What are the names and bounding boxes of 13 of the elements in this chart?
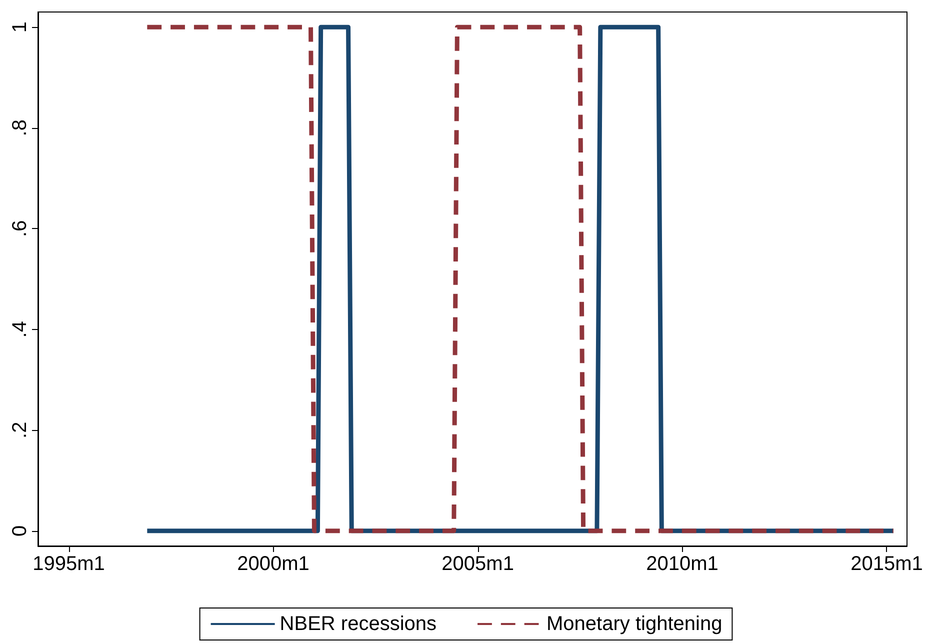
x-tick-label: 2010m1 [646, 553, 718, 575]
y-tick-label: .6 [9, 220, 31, 237]
x-tick-label: 2000m1 [237, 553, 310, 575]
legend-label: Monetary tightening [546, 613, 722, 635]
legend-label: NBER recessions [280, 613, 437, 635]
x-tick-label: 1995m1 [32, 553, 105, 575]
y-tick-label: 1 [9, 22, 31, 33]
y-tick-label: .2 [9, 422, 31, 438]
y-tick-label: .8 [9, 120, 31, 136]
y-tick-label: .4 [9, 321, 31, 338]
y-tick-label: 0 [9, 525, 31, 536]
x-tick-label: 2005m1 [442, 553, 514, 575]
x-tick-label: 2015m1 [850, 553, 923, 575]
